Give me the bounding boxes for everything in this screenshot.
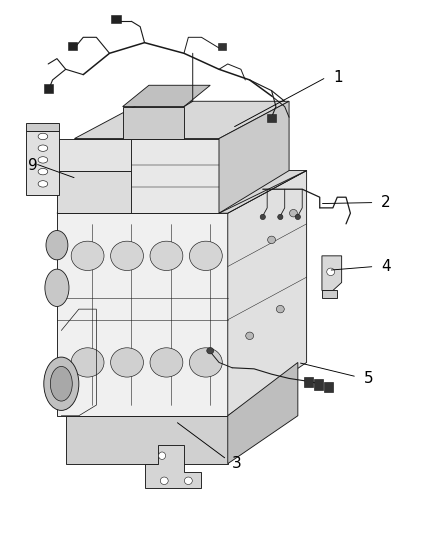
Ellipse shape xyxy=(189,241,222,271)
Bar xyxy=(68,42,77,50)
Ellipse shape xyxy=(38,168,48,175)
Polygon shape xyxy=(57,171,131,213)
Ellipse shape xyxy=(38,157,48,163)
Polygon shape xyxy=(219,101,289,213)
Ellipse shape xyxy=(189,348,222,377)
Bar xyxy=(44,84,53,93)
Ellipse shape xyxy=(276,305,284,313)
Text: 5: 5 xyxy=(364,371,373,386)
Ellipse shape xyxy=(46,230,68,260)
Ellipse shape xyxy=(38,145,48,151)
Ellipse shape xyxy=(150,348,183,377)
Text: 9: 9 xyxy=(28,158,38,173)
Ellipse shape xyxy=(44,357,79,410)
Polygon shape xyxy=(228,171,307,416)
Ellipse shape xyxy=(159,452,166,459)
Ellipse shape xyxy=(260,214,265,220)
Polygon shape xyxy=(123,85,210,107)
Ellipse shape xyxy=(45,269,69,306)
Polygon shape xyxy=(74,101,289,139)
Bar xyxy=(218,43,226,50)
Polygon shape xyxy=(228,362,298,464)
Polygon shape xyxy=(145,445,201,488)
Ellipse shape xyxy=(268,236,276,244)
Ellipse shape xyxy=(50,367,72,401)
Polygon shape xyxy=(219,171,307,213)
Ellipse shape xyxy=(71,348,104,377)
Ellipse shape xyxy=(150,241,183,271)
Polygon shape xyxy=(57,171,307,213)
Ellipse shape xyxy=(278,214,283,220)
Bar xyxy=(314,379,323,390)
Ellipse shape xyxy=(246,332,254,340)
Polygon shape xyxy=(123,107,184,139)
Text: 3: 3 xyxy=(232,456,242,471)
Ellipse shape xyxy=(184,477,192,484)
Ellipse shape xyxy=(71,241,104,271)
Ellipse shape xyxy=(160,477,168,484)
Bar xyxy=(267,114,276,122)
Ellipse shape xyxy=(207,348,214,354)
Polygon shape xyxy=(26,131,59,195)
Text: 1: 1 xyxy=(333,70,343,85)
Text: 4: 4 xyxy=(381,259,391,274)
Bar xyxy=(304,377,313,387)
Polygon shape xyxy=(66,416,228,464)
Polygon shape xyxy=(57,213,228,416)
Ellipse shape xyxy=(295,214,300,220)
Ellipse shape xyxy=(38,133,48,140)
Ellipse shape xyxy=(160,459,173,469)
Polygon shape xyxy=(322,256,342,290)
Polygon shape xyxy=(74,139,219,213)
Bar xyxy=(111,15,121,23)
Polygon shape xyxy=(26,123,59,131)
Ellipse shape xyxy=(38,181,48,187)
Polygon shape xyxy=(322,290,337,298)
Ellipse shape xyxy=(110,241,143,271)
Polygon shape xyxy=(57,139,131,171)
Bar xyxy=(324,382,333,392)
Ellipse shape xyxy=(290,209,297,217)
Ellipse shape xyxy=(110,348,143,377)
Ellipse shape xyxy=(327,268,335,276)
Text: 2: 2 xyxy=(381,195,391,210)
